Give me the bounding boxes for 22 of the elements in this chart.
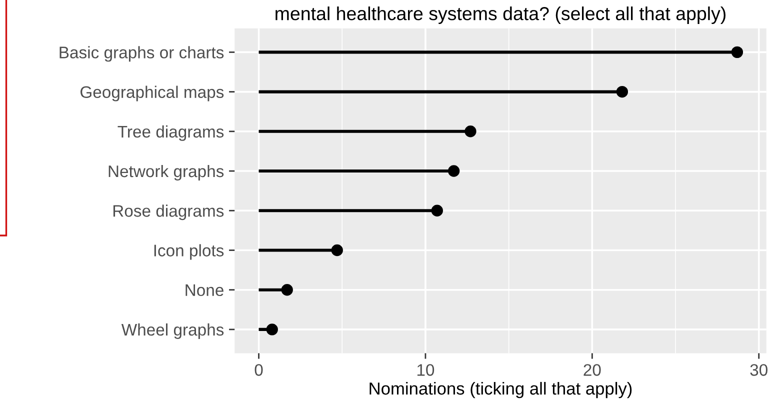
point — [266, 324, 278, 336]
point — [448, 165, 460, 177]
x-tick-label: 0 — [254, 364, 263, 376]
point — [731, 46, 744, 58]
point — [616, 86, 628, 98]
point — [464, 126, 476, 138]
y-tick-label: Network graphs — [108, 164, 224, 181]
x-tick-label: 10 — [417, 364, 434, 376]
x-tick-label: 30 — [750, 364, 768, 376]
y-tick-label: None — [186, 284, 224, 296]
point — [431, 204, 443, 216]
y-tick-label: Basic graphs or charts — [60, 46, 224, 62]
point — [281, 284, 293, 296]
y-tick-label: Geographical maps — [80, 86, 224, 102]
y-tick-label: Icon plots — [154, 244, 224, 260]
x-tick-label: 20 — [584, 364, 601, 376]
y-tick-label: Rose diagrams — [113, 204, 224, 220]
chart-title: mental healthcare systems data? (select all that apply) — [276, 6, 726, 24]
x-axis-title: Nominations (ticking all that apply) — [370, 382, 632, 398]
y-tick-label: Wheel graphs — [121, 323, 224, 339]
y-tick-label: Tree diagrams — [118, 125, 224, 141]
point — [331, 244, 343, 256]
